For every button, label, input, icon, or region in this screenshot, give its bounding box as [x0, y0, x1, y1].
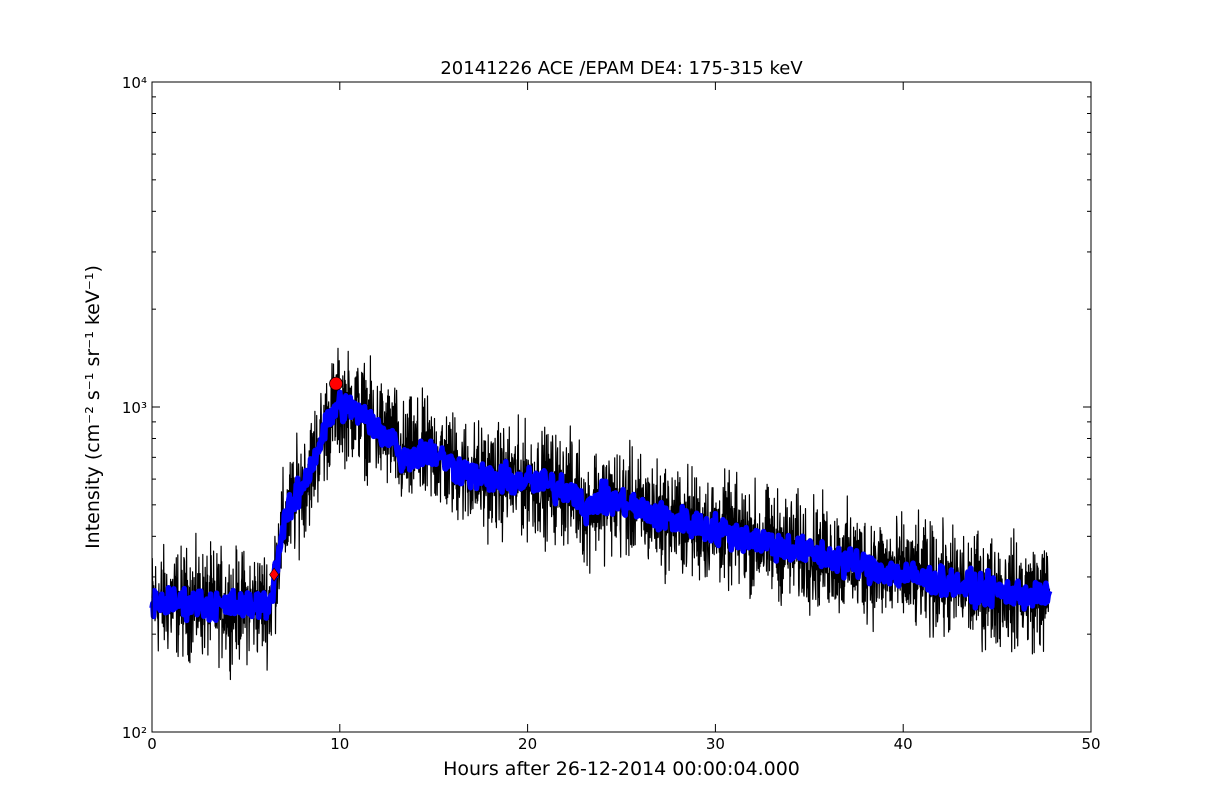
- x-tick-label: 40: [894, 735, 913, 753]
- y-tick-label: 10⁴: [122, 74, 147, 92]
- series-layer: [149, 347, 1053, 681]
- y-axis-label: Intensity (cm⁻² s⁻¹ sr⁻¹ keV⁻¹): [82, 265, 104, 549]
- onset-marker: [269, 567, 279, 582]
- marker-layer: [269, 376, 343, 582]
- peak-marker: [329, 376, 343, 391]
- chart-title: 20141226 ACE /EPAM DE4: 175-315 keV: [440, 58, 803, 79]
- x-tick-label: 20: [518, 735, 537, 753]
- series-line-smoothed: [149, 389, 1053, 624]
- x-axis-label: Hours after 26-12-2014 00:00:04.000: [443, 758, 800, 780]
- tick-layer: 0 10 20 30 40 50 10² 10³ 10⁴: [122, 74, 1101, 753]
- x-tick-label: 0: [147, 735, 157, 753]
- y-tick-label: 10³: [122, 399, 147, 417]
- x-tick-label: 10: [330, 735, 349, 753]
- y-tick-label: 10²: [122, 724, 147, 742]
- plot-background: [152, 82, 1091, 732]
- x-tick-label: 30: [706, 735, 725, 753]
- x-tick-label: 50: [1081, 735, 1100, 753]
